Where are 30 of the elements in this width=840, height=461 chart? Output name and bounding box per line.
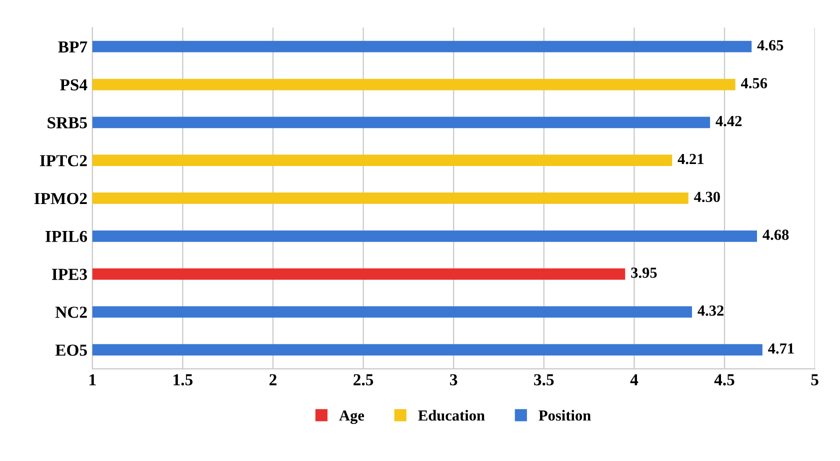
x-tick-label: 4 xyxy=(630,374,638,386)
data-label: 3.95 xyxy=(631,268,657,278)
x-tick-label: 3.5 xyxy=(534,374,554,386)
x-tick-label: 5 xyxy=(811,374,818,386)
legend-label: Education xyxy=(418,410,485,421)
x-tick-label: 1 xyxy=(90,374,96,386)
legend-label: Position xyxy=(538,410,591,421)
y-tick-label: IPTC2 xyxy=(40,155,87,166)
data-label: 4.56 xyxy=(740,78,768,88)
legend-label: Age xyxy=(339,410,364,424)
data-label: 4.21 xyxy=(678,154,704,164)
data-label: 4.42 xyxy=(716,116,742,126)
data-label: 4.65 xyxy=(757,40,784,51)
x-tick-label: 4.5 xyxy=(714,374,734,386)
x-tick-label: 3 xyxy=(450,374,458,386)
y-tick-label: IPMO2 xyxy=(34,192,87,204)
y-tick-label: SRB5 xyxy=(48,117,87,128)
y-tick-label: NC2 xyxy=(55,306,87,318)
y-tick-label: PS4 xyxy=(60,79,88,90)
data-label: 4.68 xyxy=(762,230,789,240)
x-tick-label: 2.5 xyxy=(354,374,374,386)
y-tick-label: IPIL6 xyxy=(45,230,88,242)
data-label: 4.71 xyxy=(768,343,794,354)
x-tick-label: 1.5 xyxy=(174,374,193,386)
data-label: 4.32 xyxy=(698,306,724,316)
y-tick-label: IPE3 xyxy=(52,268,87,280)
y-tick-label: BP7 xyxy=(58,41,88,52)
x-tick-label: 2 xyxy=(270,374,276,386)
y-tick-label: EO5 xyxy=(55,344,87,356)
data-label: 4.30 xyxy=(694,192,720,202)
